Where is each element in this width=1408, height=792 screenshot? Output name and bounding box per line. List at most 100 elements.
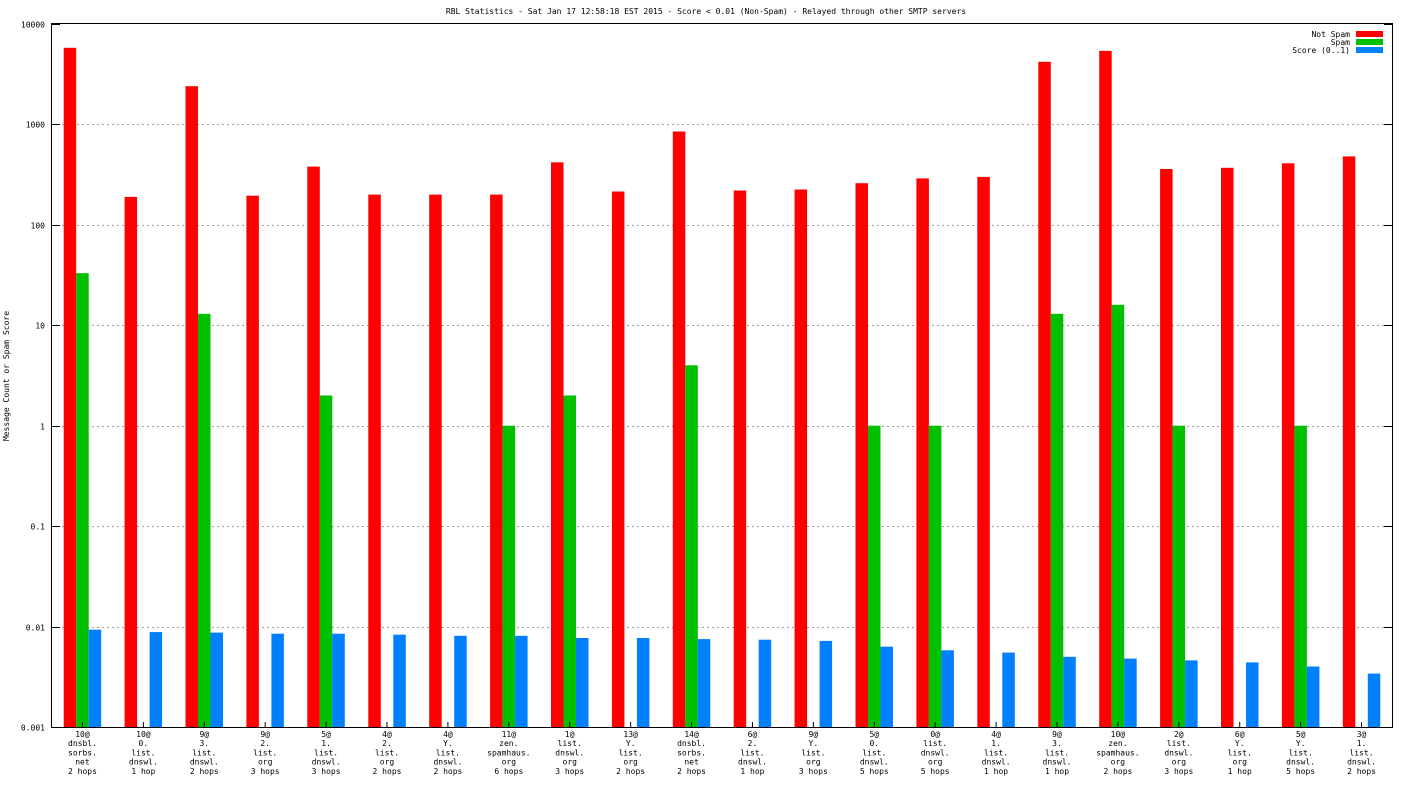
bar-score-0-1 [1185, 660, 1198, 727]
x-tick-label: 10@ dnsbl. sorbs. net 2 hops [68, 730, 97, 776]
bar-not-spam [124, 196, 138, 727]
x-tick-label: 4@ Y. list. dnswl. 2 hops [433, 730, 462, 776]
bar-not-spam [794, 189, 808, 727]
bar-not-spam [855, 183, 868, 727]
bar-score-0-1 [819, 640, 833, 727]
bar-score-0-1 [880, 646, 893, 727]
y-tick-label: 0.001 [21, 724, 45, 733]
legend-label: Not Spam [1311, 30, 1350, 39]
x-tick-label: 5@ 0. list. dnswl. 5 hops [860, 730, 889, 776]
x-tick-label: 5@ Y. list. dnswl. 5 hops [1286, 730, 1315, 776]
bar-score-0-1 [1002, 652, 1015, 727]
bar-not-spam [1342, 156, 1356, 727]
bar-spam [1172, 425, 1186, 727]
x-tick-label: 0@ list. dnswl. org 5 hops [921, 730, 950, 776]
y-tick-label: 10000 [21, 21, 45, 30]
y-tick-label: 1 [40, 423, 45, 432]
x-tick-label: 9@ 3. list. dnswl. 2 hops [190, 730, 219, 776]
bar-not-spam [490, 194, 503, 728]
bar-score-0-1 [149, 632, 163, 727]
x-tick-label: 9@ Y. list. org 3 hops [799, 730, 828, 776]
y-tick-label: 100 [31, 222, 46, 231]
legend-label: Score (0..1) [1292, 46, 1350, 55]
bar-score-0-1 [636, 638, 650, 727]
y-tick-label: 0.01 [26, 624, 45, 633]
bar-not-spam [1281, 163, 1295, 728]
bar-score-0-1 [393, 634, 406, 727]
bar-spam [685, 365, 698, 727]
bar-score-0-1 [697, 639, 711, 727]
bar-score-0-1 [758, 639, 772, 727]
x-tick-label: 10@ zen. spamhaus. org 2 hops [1096, 730, 1139, 776]
bar-spam [76, 273, 89, 727]
bar-score-0-1 [515, 635, 528, 727]
y-axis-ticks: 0.001 0.01 0.1 1 10 100 1000 10000 [21, 21, 1392, 733]
bar-not-spam [672, 131, 686, 727]
legend-label: Spam [1331, 38, 1350, 47]
x-tick-label: 2@ list. dnswl. org 3 hops [1164, 730, 1193, 776]
bar-score-0-1 [1306, 666, 1320, 727]
x-tick-label: 13@ Y. list. org 2 hops [616, 730, 645, 776]
legend-swatch [1356, 39, 1383, 45]
bar-not-spam [1038, 61, 1051, 728]
bar-score-0-1 [332, 633, 345, 727]
y-tick-label: 1000 [26, 121, 45, 130]
bar-spam [1050, 313, 1064, 727]
x-axis-labels: 10@ dnsbl. sorbs. net 2 hops 10@ 0. list. dnswl.… [68, 730, 1376, 776]
bar-spam [198, 313, 211, 727]
y-tick-label: 0.1 [31, 523, 46, 532]
bar-not-spam [368, 194, 381, 728]
bar-not-spam [429, 194, 442, 728]
bar-score-0-1 [1367, 673, 1381, 727]
bar-score-0-1 [1124, 658, 1137, 727]
bar-score-0-1 [1063, 656, 1076, 727]
bar-not-spam [1221, 167, 1234, 728]
bar-score-0-1 [210, 632, 223, 727]
bar-score-0-1 [941, 650, 954, 727]
bar-not-spam [1160, 169, 1173, 727]
bar-score-0-1 [88, 629, 102, 727]
bar-not-spam [611, 191, 625, 727]
bar-spam [1111, 304, 1125, 727]
x-tick-label: 6@ Y. list. org 1 hop [1228, 730, 1252, 776]
bar-not-spam [977, 176, 990, 727]
x-tick-label: 4@ 2. list. org 2 hops [373, 730, 402, 776]
bar-not-spam [1099, 50, 1112, 727]
bar-not-spam [246, 195, 259, 727]
x-tick-label: 4@ 1. list. dnswl. 1 hop [982, 730, 1011, 776]
bar-not-spam [185, 86, 198, 727]
bar-score-0-1 [1246, 662, 1259, 727]
bar-spam [1294, 425, 1307, 727]
plot-frame [51, 23, 1393, 728]
bar-score-0-1 [576, 638, 589, 727]
bars [63, 47, 1381, 728]
bar-score-0-1 [271, 633, 284, 727]
bar-not-spam [551, 162, 564, 728]
x-tick-label: 3@ 1. list. dnswl. 2 hops [1347, 730, 1376, 776]
chart-title: RBL Statistics - Sat Jan 17 12:58:18 EST… [446, 7, 966, 16]
bar-not-spam [63, 47, 77, 728]
bar-spam [502, 425, 516, 727]
x-tick-label: 14@ dnsbl. sorbs. net 2 hops [677, 730, 706, 776]
x-tick-label: 9@ 3. list. dnswl. 1 hop [1043, 730, 1072, 776]
x-tick-label: 10@ 0. list. dnswl. 1 hop [129, 730, 158, 776]
y-tick-label: 10 [35, 322, 45, 331]
bar-spam [928, 425, 942, 727]
bar-spam [868, 425, 881, 727]
bar-not-spam [916, 178, 929, 727]
y-axis-label: Message Count or Spam Score [2, 311, 11, 441]
bar-spam [319, 395, 333, 727]
x-tick-label: 6@ 2. list. dnswl. 1 hop [738, 730, 767, 776]
bar-spam [563, 395, 576, 727]
x-tick-label: 1@ list. dnswl. org 3 hops [555, 730, 584, 776]
legend-swatch [1356, 31, 1383, 37]
x-tick-label: 9@ 2. list. org 3 hops [251, 730, 280, 776]
bar-not-spam [307, 166, 320, 728]
x-tick-label: 5@ 1. list. dnswl. 3 hops [312, 730, 341, 776]
x-tick-label: 11@ zen. spamhaus. org 6 hops [487, 730, 530, 776]
bar-not-spam [733, 190, 747, 727]
bar-score-0-1 [454, 635, 467, 727]
legend-swatch [1356, 47, 1383, 53]
